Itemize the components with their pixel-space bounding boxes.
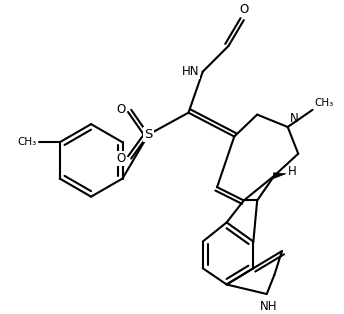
Text: N: N [290,112,298,125]
Text: NH: NH [260,300,277,313]
Text: CH₃: CH₃ [314,98,334,108]
Text: HN: HN [181,65,199,78]
Text: S: S [144,128,152,141]
Text: O: O [239,3,248,16]
Text: O: O [116,103,126,116]
Text: H: H [288,165,297,178]
Text: O: O [116,152,126,165]
Text: CH₃: CH₃ [18,137,37,147]
Polygon shape [273,173,286,179]
